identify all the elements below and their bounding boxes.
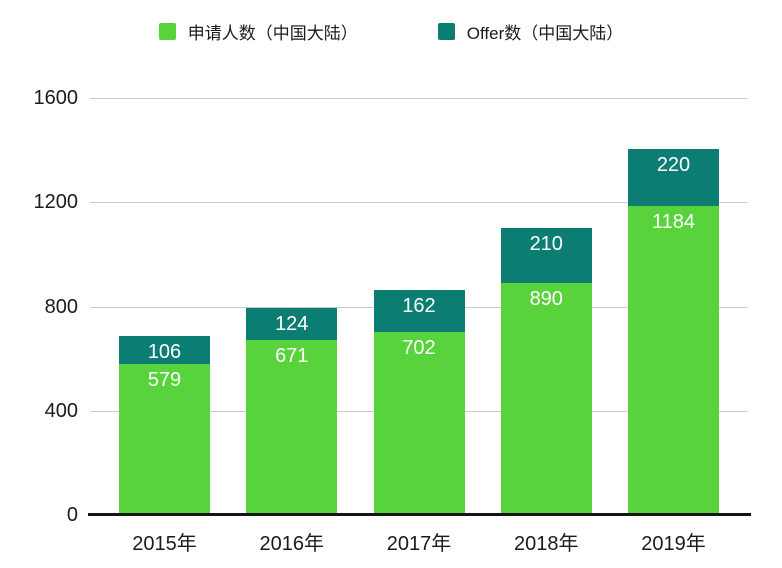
bar-segment-offers-2016: 124 — [246, 307, 338, 341]
bar-value-label: 1184 — [651, 211, 695, 234]
bar-group-2019: 220 1184 — [628, 98, 719, 515]
y-tick-800: 800 — [44, 295, 78, 318]
legend-swatch-applicants-icon — [158, 23, 176, 40]
x-label-2015: 2015年 — [132, 533, 197, 555]
bar-value-label: 124 — [275, 312, 309, 335]
gridline — [90, 202, 748, 204]
y-tick-1600: 1600 — [33, 87, 79, 109]
bar-segment-applicants-2018: 890 — [500, 283, 592, 515]
bar-segment-applicants-2017: 702 — [373, 332, 465, 515]
x-axis-labels: 2015年 2016年 2017年 2018年 2019年 — [90, 527, 748, 556]
x-label-2019: 2019年 — [641, 533, 706, 555]
bar-group-2018: 210 890 — [500, 98, 592, 515]
bar-value-label: 579 — [147, 369, 182, 392]
bar-segment-applicants-2015: 579 — [119, 364, 210, 515]
y-tick-1200: 1200 — [33, 191, 79, 214]
legend: 申请人数（中国大陆） Offer数（中国大陆） — [0, 19, 782, 44]
y-tick-0: 0 — [66, 504, 78, 526]
bar-value-label: 106 — [147, 341, 182, 364]
bar-value-label: 671 — [275, 345, 309, 368]
bar-segment-offers-2015: 106 — [119, 336, 210, 365]
x-label-2018: 2018年 — [514, 533, 579, 555]
bar-group-2016: 124 671 — [246, 98, 338, 515]
legend-item-offers: Offer数（中国大陆） — [437, 19, 624, 44]
legend-label-offers: Offer数（中国大陆） — [466, 24, 624, 43]
bar-segment-offers-2019: 220 — [628, 149, 719, 207]
bars-container: 106 579 124 671 162 702 210 — [90, 98, 748, 515]
bar-value-label: 210 — [529, 233, 563, 256]
x-axis-line — [88, 513, 751, 516]
legend-label-applicants: 申请人数（中国大陆） — [187, 24, 358, 43]
bar-segment-offers-2017: 162 — [373, 289, 465, 333]
legend-item-applicants: 申请人数（中国大陆） — [158, 19, 358, 44]
y-tick-400: 400 — [44, 399, 78, 422]
bar-segment-applicants-2019: 1184 — [628, 206, 719, 515]
bar-value-label: 162 — [402, 294, 436, 317]
bar-value-label: 220 — [656, 154, 691, 177]
bar-segment-applicants-2016: 671 — [246, 340, 338, 515]
bar-value-label: 702 — [402, 337, 436, 360]
bar-group-2017: 162 702 — [373, 98, 465, 515]
bar-segment-offers-2018: 210 — [500, 228, 592, 284]
bar-group-2015: 106 579 — [119, 98, 210, 515]
x-label-2016: 2016年 — [259, 533, 325, 555]
plot-area: 106 579 124 671 162 702 210 — [88, 98, 751, 516]
x-label-2017: 2017年 — [386, 533, 452, 555]
bar-value-label: 890 — [529, 288, 563, 311]
legend-swatch-offers-icon — [437, 23, 455, 40]
gridline — [90, 98, 748, 99]
